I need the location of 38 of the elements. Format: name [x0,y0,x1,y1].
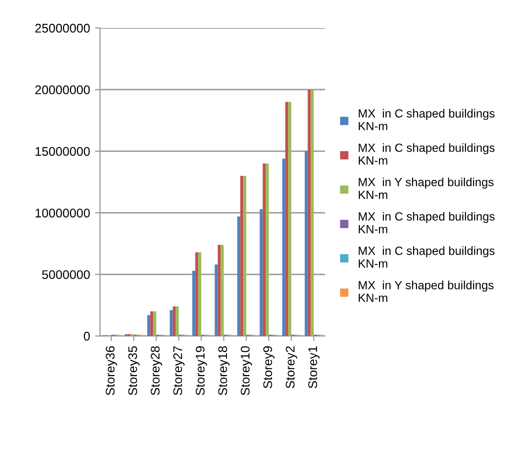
y-tick-label: 0 [84,332,90,341]
bar [172,306,176,336]
x-tick-label: Storey9 [263,346,275,388]
bar [147,315,150,336]
legend-label: MX in C shaped buildings KN-m [358,143,495,165]
bar [304,151,308,336]
x-tick-label: Storey36 [106,346,118,396]
legend-label: MX in Y shaped buildings KN-m [358,280,494,302]
bar [220,244,224,336]
x-tick-label: Storey19 [196,346,208,396]
bar [218,244,221,336]
x-tick-label: Storey27 [173,346,185,396]
bar [288,102,292,336]
bar [266,164,269,336]
x-tick-label: Storey2 [286,346,298,388]
legend-label: MX in C shaped buildings KN-m [358,212,495,234]
x-tick-label: Storey1 [308,346,320,388]
bar [153,311,156,336]
x-tick-label: Storey28 [150,346,162,396]
bar [308,90,311,336]
legend-label: MX in C shaped buildings KN-m [358,108,495,130]
bar [240,176,244,336]
bar [214,264,218,336]
bar [195,252,198,336]
x-tick-label: Storey18 [218,346,230,396]
x-tick-label: Storey10 [240,346,252,396]
legend-label: MX in Y shaped buildings KN-m [358,178,494,199]
y-tick-label: 15000000 [36,147,90,156]
legend-label: MX in C shaped buildings KN-m [358,246,495,268]
y-tick-label: 10000000 [36,208,90,218]
y-tick-label: 20000000 [35,85,90,94]
y-tick-label: 25000000 [35,24,90,33]
y-tick-label: 5000000 [42,270,90,280]
x-tick-label: Storey35 [128,346,140,396]
bar [282,158,286,336]
bar [262,164,266,336]
bar [192,270,196,336]
bar [243,176,246,336]
